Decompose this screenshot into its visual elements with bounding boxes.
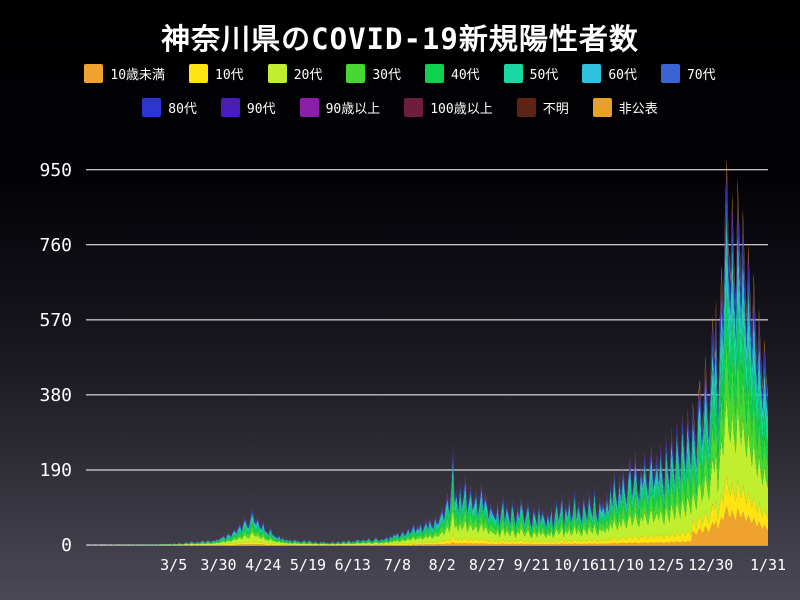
y-axis-tick-label: 380 [39, 385, 72, 406]
x-axis-tick-label: 4/24 [245, 556, 281, 574]
legend-swatch-10s [189, 64, 209, 83]
legend-swatch-90s [220, 98, 240, 117]
legend-swatch-30s [346, 64, 366, 83]
y-axis-tick-label: 190 [39, 460, 72, 481]
legend-item-40s: 40代 [425, 64, 480, 83]
legend-label-unknown: 不明 [542, 102, 569, 117]
legend-swatch-70s [660, 64, 680, 83]
legend-swatch-undisclosed [592, 98, 612, 117]
legend-label-10s: 10代 [215, 68, 244, 83]
x-axis-tick-label: 8/27 [469, 556, 505, 574]
y-axis-tick-label: 0 [61, 535, 72, 556]
legend-item-10s: 10代 [189, 64, 244, 83]
legend-label-undisclosed: 非公表 [618, 102, 658, 117]
x-axis-tick-label: 3/5 [160, 556, 187, 574]
legend-row-1: 10歳未満 10代 20代 30代 40代 50代 60代 70代 [84, 64, 716, 83]
legend-label-80s: 80代 [168, 102, 197, 117]
legend-item-50s: 50代 [503, 64, 559, 83]
y-axis-tick-label: 950 [39, 160, 72, 181]
x-axis-tick-label: 1/31 [750, 556, 786, 574]
legend-label-20s: 20代 [293, 68, 323, 83]
legend-item-30s: 30代 [346, 64, 401, 83]
legend-label-under10: 10歳未満 [110, 68, 166, 83]
legend-label-50s: 50代 [529, 68, 559, 83]
legend-label-60s: 60代 [608, 68, 637, 83]
x-axis-tick-label: 8/2 [429, 556, 456, 574]
x-axis-tick-label: 12/5 [648, 556, 684, 574]
series-area-under10 [86, 506, 768, 545]
x-axis-tick-label: 9/21 [514, 556, 550, 574]
legend-row-2: 80代 90代 90歳以上 100歳以上 不明 非公表 [142, 98, 658, 117]
legend-swatch-20s [267, 64, 287, 83]
x-axis-tick-label: 5/19 [290, 556, 326, 574]
legend-item-80s: 80代 [142, 98, 197, 117]
legend-swatch-50s [503, 64, 523, 83]
legend-label-70s: 70代 [686, 68, 716, 83]
legend-label-100plus: 100歳以上 [430, 102, 493, 117]
chart-legend: 10歳未満 10代 20代 30代 40代 50代 60代 70代 80代 90代 90歳以上 100… [0, 64, 800, 117]
legend-item-90s: 90代 [220, 98, 276, 117]
legend-swatch-under10 [84, 64, 104, 83]
legend-label-30s: 30代 [372, 68, 401, 83]
y-axis-tick-label: 570 [39, 310, 72, 331]
legend-item-60s: 60代 [582, 64, 637, 83]
chart-title: 神奈川県のCOVID-19新規陽性者数 [161, 22, 639, 56]
legend-swatch-60s [582, 64, 602, 83]
legend-item-100plus: 100歳以上 [404, 98, 493, 117]
legend-item-70s: 70代 [660, 64, 716, 83]
legend-item-under10: 10歳未満 [84, 64, 165, 83]
legend-label-40s: 40代 [451, 68, 480, 83]
legend-item-20s: 20代 [267, 64, 323, 83]
x-axis-tick-label: 6/13 [335, 556, 371, 574]
x-axis-tick-label: 7/8 [384, 556, 411, 574]
y-axis-tick-label: 760 [39, 235, 72, 256]
legend-label-90plus: 90歳以上 [325, 102, 381, 117]
x-axis-tick-label: 11/10 [599, 556, 644, 574]
legend-swatch-unknown [516, 98, 536, 117]
legend-item-undisclosed: 非公表 [592, 98, 658, 117]
legend-item-unknown: 不明 [516, 98, 569, 117]
legend-item-90plus: 90歳以上 [299, 98, 381, 117]
legend-swatch-100plus [404, 98, 424, 117]
legend-swatch-80s [142, 98, 162, 117]
legend-swatch-40s [425, 64, 444, 83]
x-axis-tick-label: 12/30 [688, 556, 733, 574]
legend-swatch-90plus [299, 98, 319, 117]
x-axis-tick-label: 3/30 [200, 556, 236, 574]
legend-label-90s: 90代 [246, 102, 276, 117]
x-axis-tick-label: 10/16 [554, 556, 599, 574]
